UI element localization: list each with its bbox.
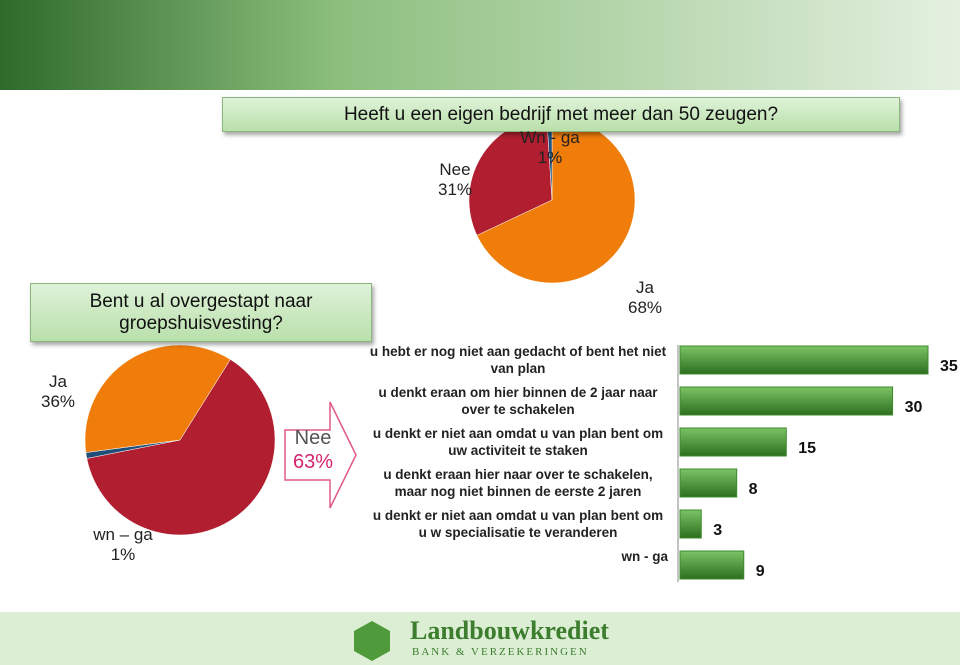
pie-slice xyxy=(86,359,276,536)
slice-name: Ja xyxy=(49,372,67,391)
tagline: BANK & VERZEKERINGEN xyxy=(412,646,589,658)
slice-value: 31% xyxy=(437,180,473,199)
slice-value: 1% xyxy=(110,545,136,564)
slice-value: 63% xyxy=(292,451,334,473)
slice-name: Ja xyxy=(636,278,654,297)
category-label: u denkt er niet aan omdat u van plan ben… xyxy=(372,426,664,458)
brand: Landbouwkrediet xyxy=(410,616,609,645)
category-label: u denkt er niet aan omdat u van plan ben… xyxy=(372,508,664,540)
bar xyxy=(679,345,929,375)
bar xyxy=(679,550,745,580)
category-label: wn - ga xyxy=(621,549,669,564)
slice-value: 36% xyxy=(40,392,76,411)
footer-band xyxy=(0,612,960,665)
bar xyxy=(679,386,894,416)
value-label: 15 xyxy=(798,440,817,457)
slice-name: Nee xyxy=(439,160,471,179)
chart-title: Bent u al overgestapt naar groepshuisves… xyxy=(30,283,372,342)
bar xyxy=(679,468,738,498)
value-label: 3 xyxy=(713,522,723,539)
slice-name: wn – ga xyxy=(93,525,153,544)
slice-name: Nee xyxy=(294,427,332,449)
logo-icon xyxy=(354,621,390,661)
bar xyxy=(679,509,702,539)
callout-arrow xyxy=(284,401,357,509)
value-label: 35 xyxy=(940,358,958,375)
pie-slice xyxy=(84,344,231,453)
category-label: u denkt eraan om hier binnen de 2 jaar n… xyxy=(378,385,658,417)
category-label: u denkt eraan hier naar over te schakele… xyxy=(383,467,653,499)
slice-value: 1% xyxy=(537,148,563,167)
banner xyxy=(0,0,960,90)
category-label: u hebt er nog niet aan gedacht of bent h… xyxy=(369,344,667,376)
chart-title: Heeft u een eigen bedrijf met meer dan 5… xyxy=(222,97,900,132)
value-label: 8 xyxy=(748,481,758,498)
slice-value: 68% xyxy=(627,298,663,317)
value-label: 9 xyxy=(755,563,765,580)
bar xyxy=(679,427,787,457)
slice-name: Wn - ga xyxy=(520,128,580,147)
value-label: 30 xyxy=(904,399,923,416)
